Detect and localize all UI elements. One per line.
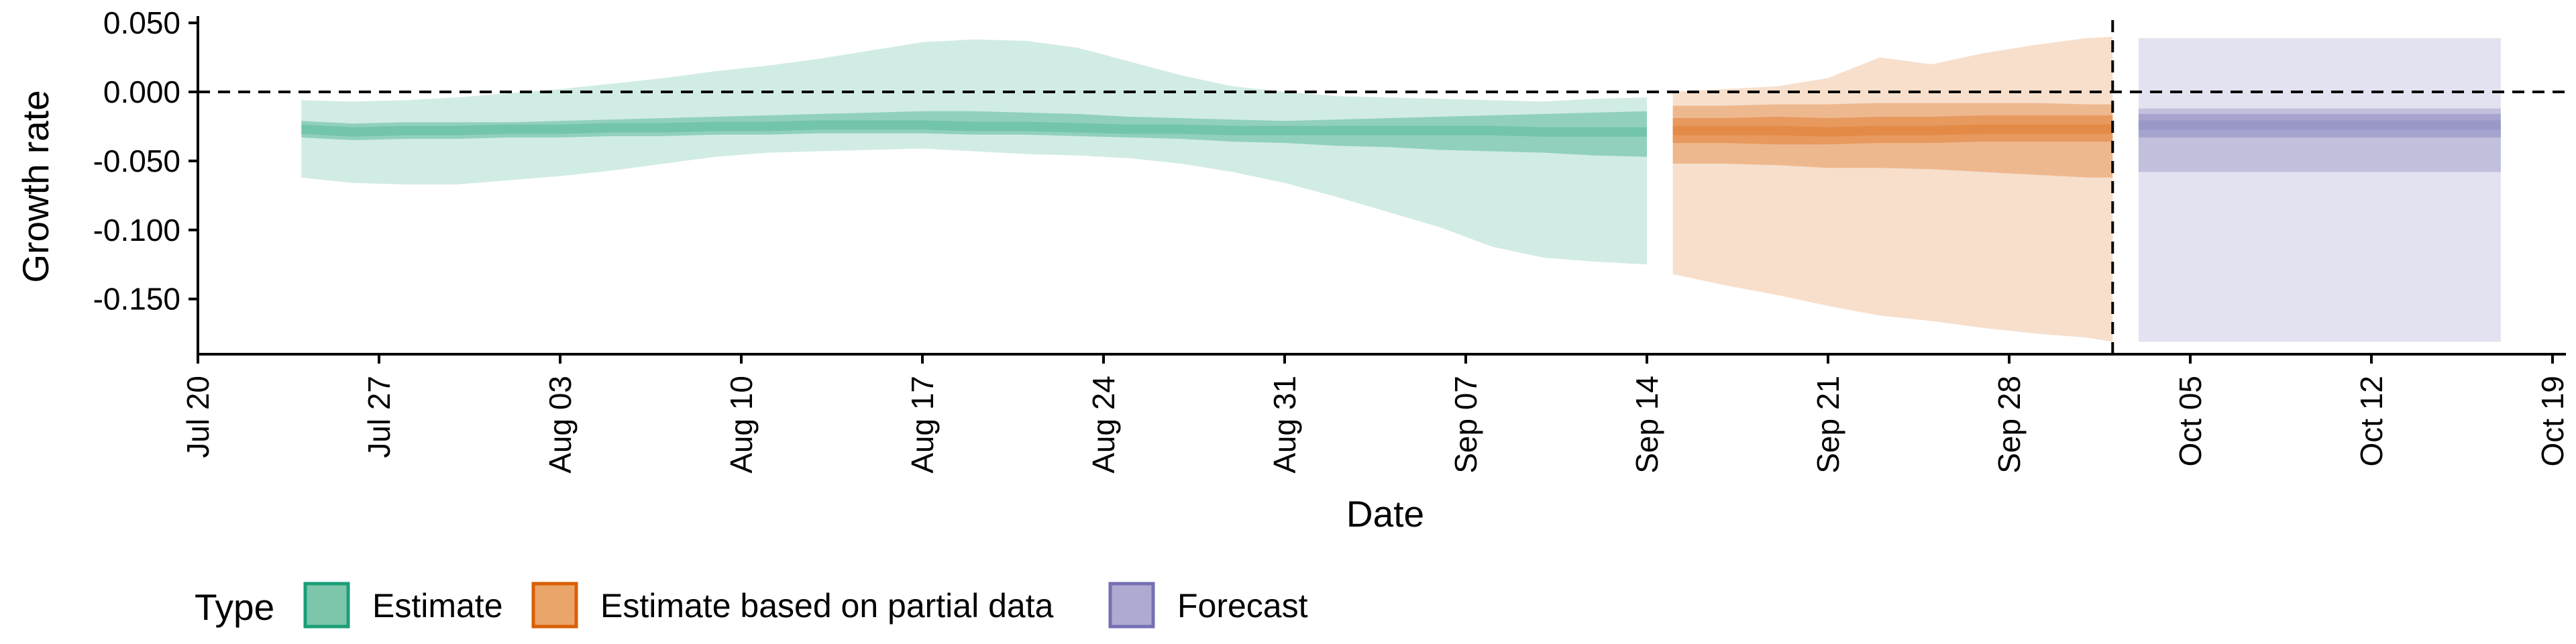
median-line-estimate-based-on-partial-data [1672,124,2113,137]
band-outer-estimate-based-on-partial-data [1672,103,2113,178]
band-90-estimate-based-on-partial-data [1672,36,2113,342]
y-tick-label: -0.050 [93,144,180,178]
x-tick-label: Aug 31 [1267,376,1302,474]
band-90-forecast [2138,38,2501,342]
legend-title: Type [195,586,274,628]
plot-area [198,20,2566,354]
y-tick-label: -0.150 [93,282,180,317]
y-tick-label: 0.050 [103,5,180,40]
legend-label: Forecast [1177,587,1308,625]
legend-key-estimate [303,582,350,629]
y-tick-label: -0.100 [93,213,180,248]
axes: 0.050 0.000 -0.050 -0.100 -0.150 Jul 20 Jul 27… [93,5,2570,474]
band-outer-forecast [2138,108,2501,172]
x-tick-label: Aug 24 [1086,376,1121,474]
x-tick-label: Aug 10 [724,376,759,474]
x-tick-label: Sep 07 [1448,376,1483,474]
legend-label: Estimate [372,587,503,625]
legend: Type Estimate Estimate based on partial d… [195,582,1308,629]
x-tick-label: Oct 12 [2354,376,2389,467]
x-tick-label: Sep 14 [1629,376,1664,474]
x-tick-label: Jul 20 [180,376,215,458]
legend-key-forecast [1108,582,1155,629]
legend-label: Estimate based on partial data [600,587,1054,625]
x-axis-title: Date [1346,493,1424,535]
x-tick-label: Jul 27 [362,376,396,458]
legend-key-estimate-based-on-partial-data [531,582,578,629]
x-tick-label: Sep 28 [1992,376,2027,474]
band-50-estimate-based-on-partial-data [1672,115,2113,145]
band-90-estimate [301,39,1647,265]
y-axis-title: Growth rate [15,90,56,282]
x-tick-label: Aug 17 [905,376,940,474]
y-tick-label: 0.000 [103,74,180,109]
band-50-estimate [301,111,1647,157]
band-50-forecast [2138,113,2501,138]
x-tick-label: Oct 05 [2173,376,2208,467]
x-tick-label: Oct 19 [2535,376,2570,467]
median-line-estimate [301,120,1647,137]
x-tick-label: Sep 21 [1811,376,1845,474]
x-tick-label: Aug 03 [543,376,578,474]
